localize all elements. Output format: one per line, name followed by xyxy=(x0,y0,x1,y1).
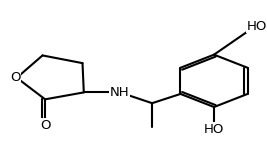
Text: HO: HO xyxy=(246,20,267,33)
Text: O: O xyxy=(40,119,50,132)
Text: O: O xyxy=(10,71,21,84)
Text: HO: HO xyxy=(204,123,224,136)
Text: NH: NH xyxy=(110,86,130,99)
